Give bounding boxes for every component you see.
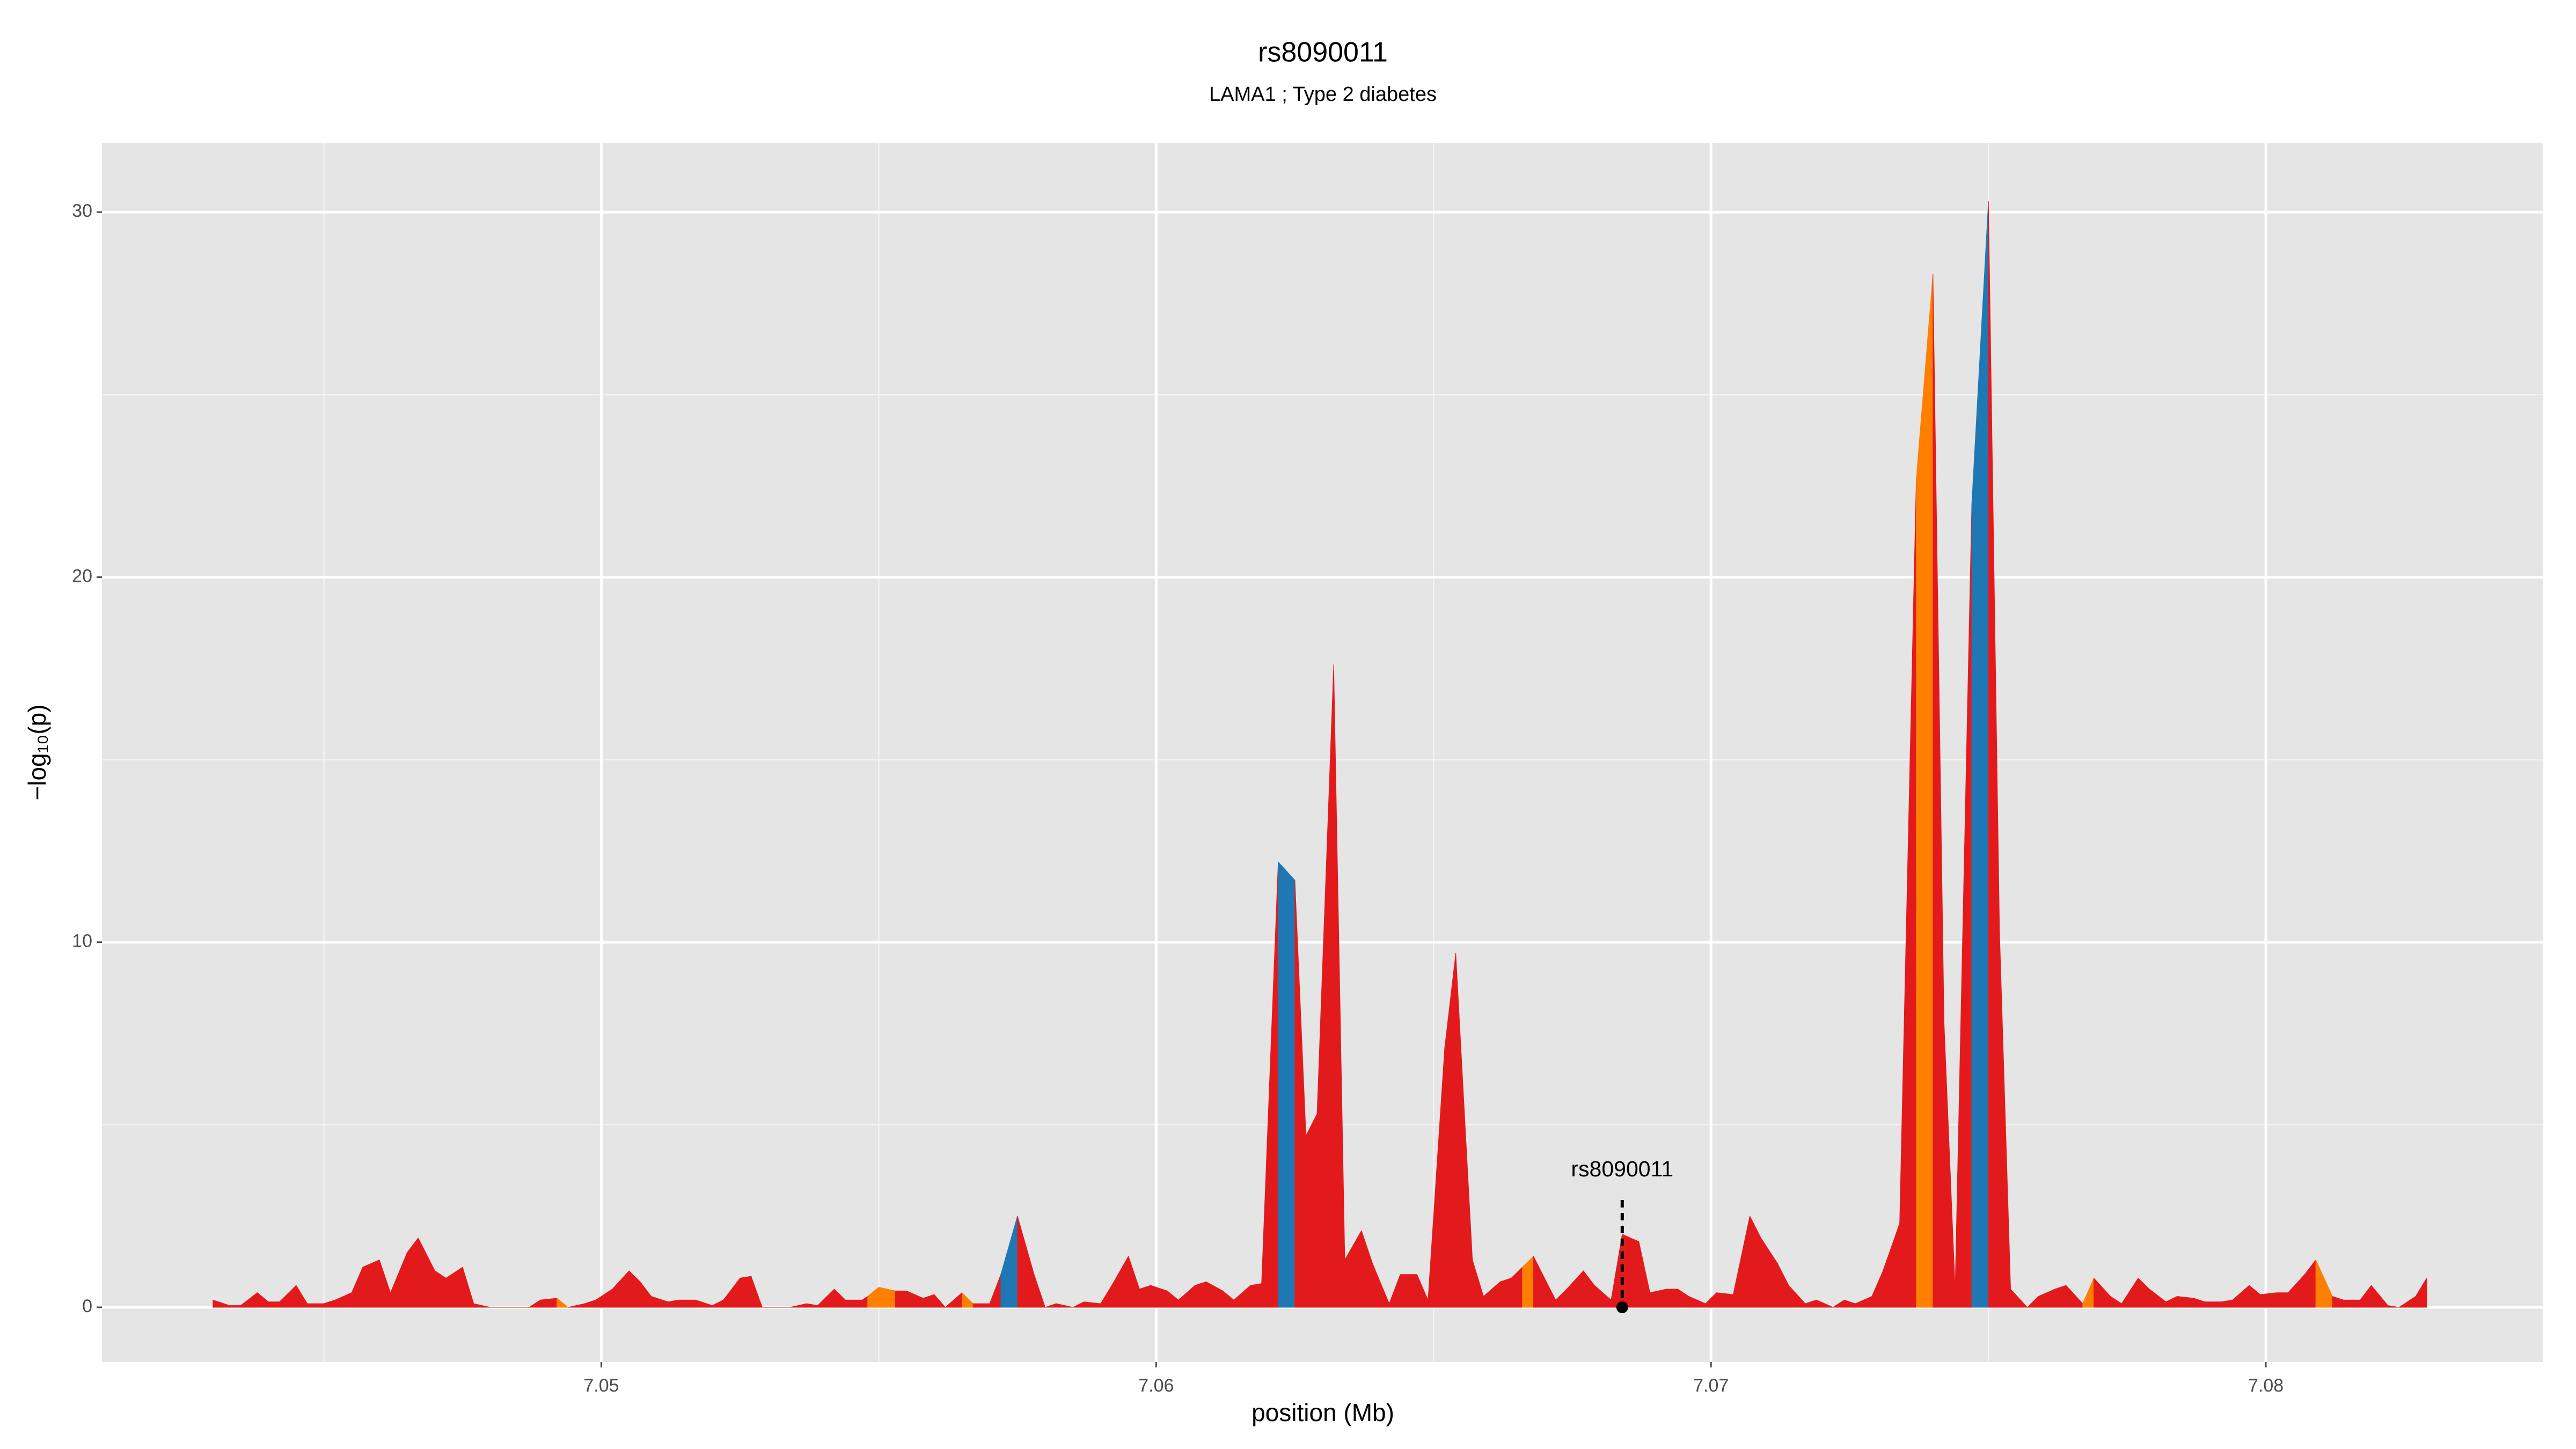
area-segment [1034,1274,1046,1308]
area-segment [2415,1278,2427,1308]
area-segment [878,1287,896,1308]
area-segment [1666,1289,1678,1308]
y-tick-label: 20 [72,566,92,586]
area-segment [2260,1292,2278,1308]
area-segment [1195,1281,1206,1308]
area-segment [1716,1292,1734,1308]
area-segment [268,1301,280,1308]
area-segment [2054,1285,2067,1308]
y-tick-label: 0 [82,1296,92,1316]
area-segment [2277,1292,2288,1308]
area-segment [751,1276,763,1308]
area-segment [2388,1305,2399,1308]
area-segment [934,1294,946,1308]
area-segment [1250,1283,1262,1308]
y-axis-title: −log₁₀(p) [23,704,51,800]
area-segment [2010,1289,2028,1308]
area-segment [972,1303,990,1308]
area-segment [1278,861,1296,1308]
area-segment [895,1290,907,1308]
area-segment [740,1276,752,1308]
annotation-point [1616,1301,1628,1313]
area-segment [1816,1299,1834,1308]
x-tick-label: 7.07 [1693,1375,1729,1396]
area-segment [2204,1301,2222,1308]
chart-subtitle: LAMA1 ; Type 2 diabetes [1209,83,1437,106]
x-tick-label: 7.08 [2248,1375,2284,1396]
x-tick-label: 7.05 [583,1375,619,1396]
area-segment [1622,1234,1640,1308]
area-segment [678,1299,696,1308]
area-segment [1305,1113,1318,1308]
area-segment [2343,1299,2361,1308]
area-segment [1499,1278,1512,1308]
area-segment [540,1298,558,1308]
area-segment [362,1260,380,1308]
x-axis-title: position (Mb) [1252,1399,1394,1426]
area-segment [229,1305,241,1308]
x-tick-label: 7.06 [1138,1375,1174,1396]
y-tick-label: 10 [72,931,92,952]
annotation-label: rs8090011 [1571,1157,1673,1181]
chart-title: rs8090011 [1258,37,1388,68]
area-segment [1400,1274,1417,1308]
area-segment [307,1303,325,1308]
area-segment [1139,1285,1151,1308]
area-segment [1056,1303,1073,1308]
area-segment [557,1298,568,1308]
area-segment [2177,1296,2194,1308]
area-segment [473,1303,491,1308]
y-tick-label: 30 [72,201,92,221]
area [213,201,2427,1308]
area-segment [845,1299,862,1308]
